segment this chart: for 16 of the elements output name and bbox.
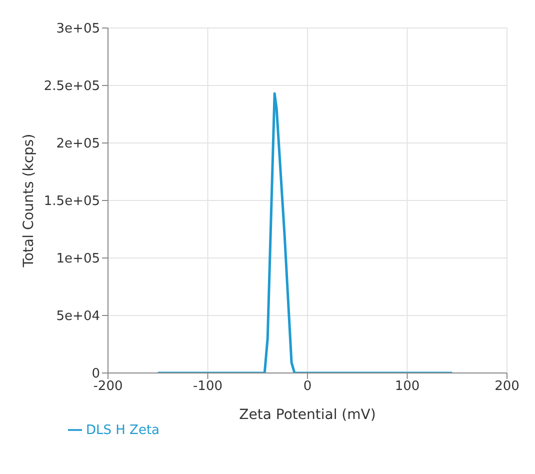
y-tick-label: 0 [92, 366, 100, 382]
x-axis-title: Zeta Potential (mV) [239, 407, 376, 423]
y-tick-label: 3e+05 [56, 22, 100, 37]
y-tick-label: 1.5e+05 [44, 194, 100, 210]
x-tick-label: 0 [303, 379, 312, 394]
y-tick-label: 2.5e+05 [44, 79, 100, 94]
y-tick-label: 1e+05 [56, 252, 100, 267]
x-tick-label: 100 [394, 379, 420, 394]
legend-label: DLS H Zeta [86, 423, 160, 438]
y-tick-label: 5e+04 [56, 309, 100, 324]
y-tick-label: 2e+05 [56, 136, 100, 152]
x-tick-label: 200 [494, 379, 520, 394]
x-tick-label: -200 [93, 379, 123, 394]
x-tick-label: -100 [192, 379, 223, 394]
y-axis-title: Total Counts (kcps) [20, 134, 37, 268]
line-series [156, 92, 454, 373]
